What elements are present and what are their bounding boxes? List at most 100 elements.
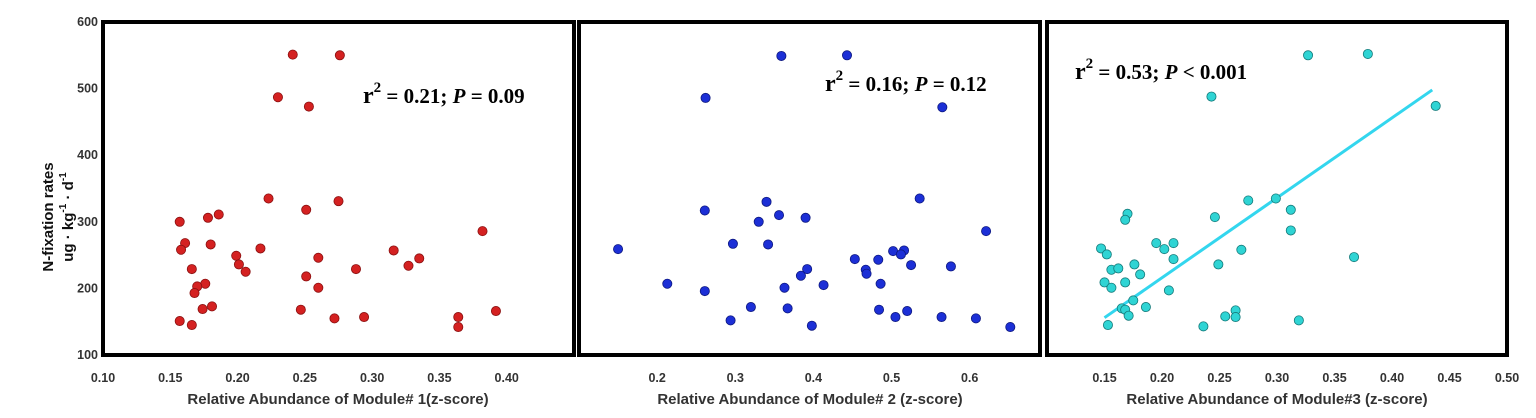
panel-3-frame [1045,20,1509,357]
panel-3-point [1140,302,1151,313]
y-tick-labels: 100 200 300 400 500 600 [77,15,98,362]
panel-2-point [861,268,872,279]
panel-2-point [613,244,624,255]
panel-3-point [1362,48,1373,59]
panel-2-point [776,50,787,61]
panel-1-point [334,50,345,61]
panel-2-point [761,196,772,207]
panel-2-point [753,216,764,227]
panel-2-x-axis-label: Relative Abundance of Module# 2 (z-score… [657,391,962,408]
y-tick-400: 400 [77,148,98,162]
panel-1-x-tick-0.10: 0.10 [91,371,115,385]
panel-2-point [763,239,774,250]
panel-1-point [174,216,185,227]
panel-3-point [1102,320,1113,331]
panel-3-point [1101,249,1112,260]
panel-3-point [1213,259,1224,270]
panel-3-x-tick-0.40: 0.40 [1380,371,1404,385]
panel-1-point [255,243,266,254]
panel-2-point [906,260,917,271]
panel-2-x-tick-0.3: 0.3 [727,371,744,385]
panel-2-point [800,212,811,223]
panel-2-point [875,278,886,289]
panel-3-point [1135,269,1146,280]
panel-3-stat-annotation: r2 = 0.53; P < 0.001 [1075,56,1247,85]
panel-3-regression-line-group [1103,88,1434,319]
panel-3-point [1168,254,1179,265]
panel-2-point [662,278,673,289]
panel-2-point [782,303,793,314]
panel-3-point [1129,259,1140,270]
panel-3-point [1243,195,1254,206]
panel-3-point [1106,282,1117,293]
panel-1-point [263,193,274,204]
panel-1-point [176,244,187,255]
panel-3-point [1230,312,1241,323]
panel-2-point [727,238,738,249]
panel-2-point [890,312,901,323]
panel-1-point [197,304,208,315]
panel-1-x-tick-0.35: 0.35 [427,371,451,385]
panel-3-point [1163,285,1174,296]
panel-3-point [1303,50,1314,61]
panel-3-point [1198,321,1209,332]
panel-1-point [301,271,312,282]
panel-1-point [477,226,488,237]
y-axis-label: N-fixation rates ug · kg-1 · d-1 [40,162,77,271]
panel-2-x-tick-0.4: 0.4 [805,371,822,385]
panel-1-point [453,312,464,323]
unit-kg: kg [60,213,77,231]
panel-2-point [725,315,736,326]
panel-1-point [453,322,464,333]
panel-2-x-tick-0.6: 0.6 [961,371,978,385]
panel-3-point [1270,193,1281,204]
panel-3-point [1120,214,1131,225]
panel-3-x-tick-0.20: 0.20 [1150,371,1174,385]
panel-1-point [174,316,185,327]
panel-3-x-tick-labels: 0.15 0.20 0.25 0.30 0.35 0.40 0.45 0.50 [1092,371,1519,385]
panel-1-point [202,212,213,223]
y-tick-600: 600 [77,15,98,29]
panel-2-point [937,102,948,113]
unit-d-exponent: -1 [58,172,69,181]
panel-2-points [613,50,1016,333]
panel-3-point [1209,212,1220,223]
y-axis-label-line1: N-fixation rates [40,162,57,271]
panel-3-point [1220,311,1231,322]
panel-3-point [1120,277,1131,288]
panel-1-point [333,196,344,207]
panel-1-point [403,260,414,271]
panel-2-point [1005,322,1016,333]
y-tick-300: 300 [77,215,98,229]
panel-1-x-axis-label: Relative Abundance of Module# 1(z-score) [187,391,488,408]
panel-3-point [1099,277,1110,288]
panel-1-point [388,245,399,256]
panel-2-frame [577,20,1042,357]
panel-2-point [970,313,981,324]
panel-2-x-tick-labels: 0.2 0.3 0.4 0.5 0.6 [648,371,978,385]
panel-2-point [842,50,853,61]
panel-1-point [359,312,370,323]
panel-3-x-tick-0.45: 0.45 [1437,371,1461,385]
panel-1-point [231,250,242,261]
panel-1-point [287,49,298,60]
panel-3-x-tick-0.50: 0.50 [1495,371,1519,385]
panel-3-point [1159,244,1170,255]
panel-1-stat-annotation: r2 = 0.21; P = 0.09 [363,80,525,109]
y-axis-label-units: ug · kg-1 · d-1 [58,172,77,262]
y-tick-100: 100 [77,348,98,362]
panel-1-x-tick-labels: 0.10 0.15 0.20 0.25 0.30 0.35 0.40 [91,371,519,385]
panel-1-point [313,282,324,293]
panel-2-point [806,320,817,331]
panel-2-point [745,302,756,313]
panel-3-x-tick-0.15: 0.15 [1092,371,1116,385]
panel-1-point [233,259,244,270]
panel-3-point [1123,310,1134,321]
panel-3-x-tick-0.30: 0.30 [1265,371,1289,385]
panel-2-point [936,312,947,323]
unit-dot-2: · [60,190,77,203]
panel-3-point [1285,204,1296,215]
panel-2-x-tick-0.5: 0.5 [883,371,900,385]
panel-3-point [1293,315,1304,326]
scatter-panel-module-3: 0.15 0.20 0.25 0.30 0.35 0.40 0.45 0.50 Relativ… [1045,20,1519,408]
